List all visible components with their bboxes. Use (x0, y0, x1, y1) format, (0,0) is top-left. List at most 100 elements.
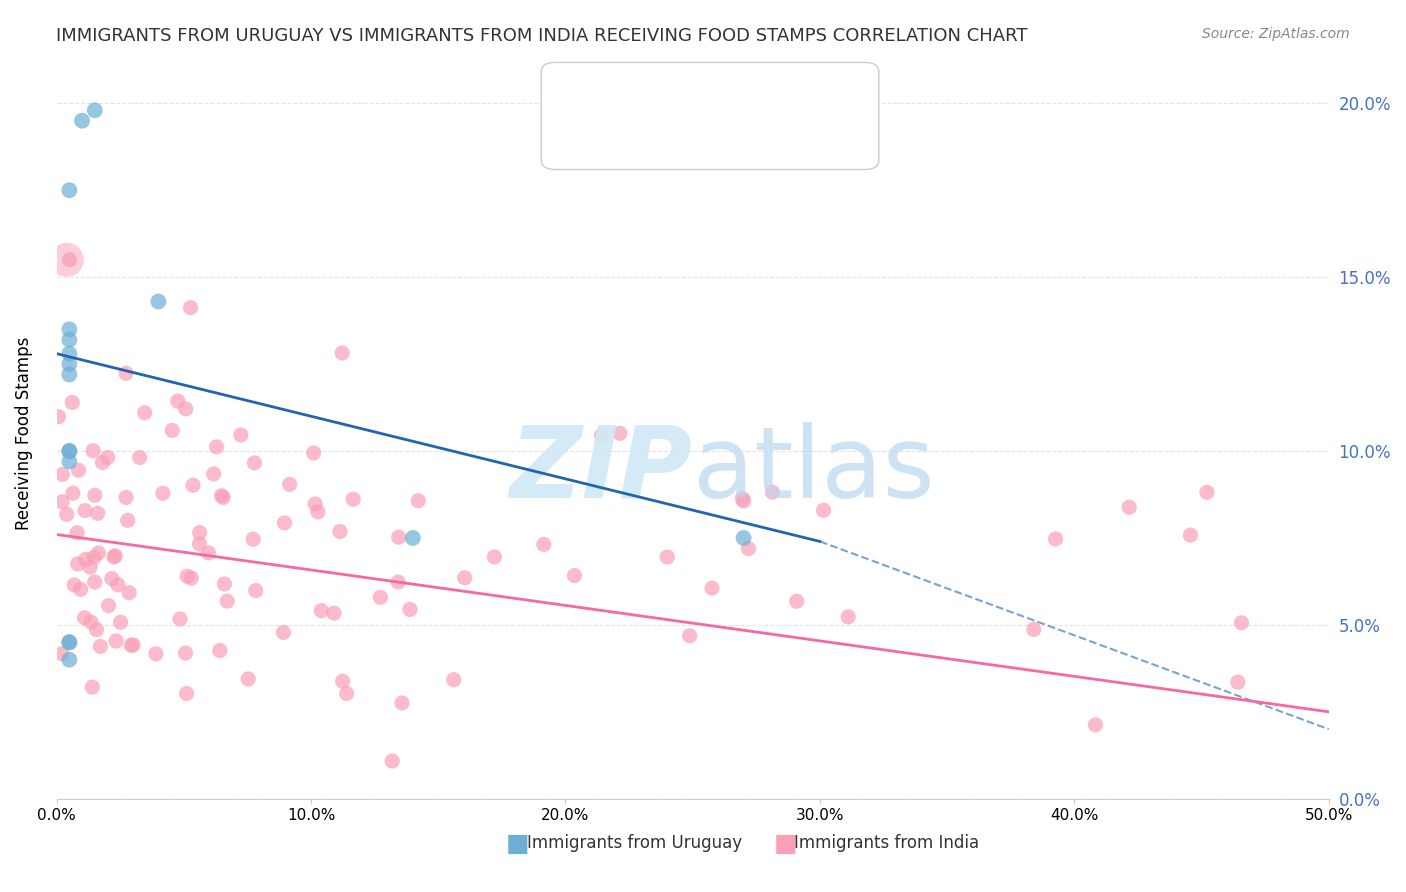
Point (214, 577, 236, 591)
Point (58, 635, 80, 649)
Text: ■: ■ (572, 96, 596, 120)
Text: ■: ■ (773, 832, 797, 856)
Point (181, 478, 204, 492)
Point (80, 615, 103, 629)
Text: R = -0.427    N = 116: R = -0.427 N = 116 (602, 129, 811, 147)
Point (82, 443, 104, 458)
Point (229, 428, 252, 442)
Point (176, 686, 198, 700)
Point (176, 569, 198, 583)
Point (484, 549, 506, 564)
Point (48, 409, 70, 424)
Point (180, 301, 202, 315)
Point (761, 485, 783, 500)
Point (58, 635, 80, 649)
Text: IMMIGRANTS FROM URUGUAY VS IMMIGRANTS FROM INDIA RECEIVING FOOD STAMPS CORRELATI: IMMIGRANTS FROM URUGUAY VS IMMIGRANTS FR… (56, 27, 1028, 45)
Point (56, 252, 79, 267)
Point (58, 368, 80, 382)
Point (202, 467, 225, 481)
Point (55, 508, 77, 522)
Point (117, 513, 139, 527)
Text: Immigrants from Uruguay: Immigrants from Uruguay (527, 834, 742, 852)
Point (197, 546, 219, 560)
Point (1230, 615, 1253, 630)
Point (188, 537, 211, 551)
Point (58, 183, 80, 197)
Point (101, 572, 124, 586)
Point (105, 634, 128, 648)
Point (733, 531, 755, 545)
Point (58, 454, 80, 468)
Point (679, 629, 702, 643)
Point (737, 541, 759, 556)
Point (63, 578, 86, 592)
Point (89, 640, 111, 654)
Point (58, 333, 80, 347)
Point (115, 366, 138, 380)
Point (86, 623, 108, 637)
Point (58, 322, 80, 336)
Point (87, 546, 110, 560)
Point (160, 424, 183, 438)
Point (82, 680, 104, 694)
Point (212, 491, 235, 505)
Text: atlas: atlas (693, 422, 935, 518)
Point (370, 591, 392, 605)
Point (62, 486, 84, 500)
Text: Immigrants from India: Immigrants from India (794, 834, 980, 852)
Text: R = -0.337    N =  17: R = -0.337 N = 17 (602, 94, 811, 112)
Point (837, 610, 859, 624)
Point (731, 491, 754, 506)
Point (311, 604, 333, 618)
Point (406, 493, 429, 508)
Point (205, 440, 228, 454)
Point (454, 571, 477, 585)
Text: Source: ZipAtlas.com: Source: ZipAtlas.com (1202, 27, 1350, 41)
Point (122, 638, 145, 652)
Point (66, 525, 89, 540)
Point (1084, 718, 1107, 732)
Point (148, 294, 170, 309)
Point (302, 446, 325, 460)
Point (128, 450, 150, 465)
Point (329, 524, 352, 539)
Point (75, 552, 97, 566)
Point (120, 638, 142, 652)
Point (304, 497, 326, 511)
Point (332, 674, 354, 689)
Point (609, 426, 631, 441)
Point (211, 489, 233, 503)
Point (66, 557, 89, 571)
Point (402, 531, 425, 545)
Text: ZIP: ZIP (510, 422, 693, 518)
Point (342, 492, 364, 507)
Point (51, 647, 73, 661)
Point (591, 428, 613, 442)
Point (1180, 528, 1202, 542)
Point (243, 456, 266, 470)
Point (86, 506, 108, 520)
Point (208, 643, 231, 657)
Point (118, 586, 141, 600)
Point (813, 503, 835, 517)
Point (58, 346, 80, 360)
Point (443, 673, 465, 687)
Point (391, 696, 413, 710)
Point (245, 583, 267, 598)
Point (115, 491, 138, 505)
Point (174, 646, 197, 660)
Text: ■: ■ (506, 832, 530, 856)
Point (700, 581, 723, 595)
Point (657, 549, 679, 564)
Point (69, 582, 91, 597)
Point (110, 615, 132, 630)
Point (91, 455, 114, 469)
Point (60, 395, 83, 409)
Point (786, 594, 808, 608)
Point (399, 602, 422, 616)
Point (107, 578, 129, 592)
Point (103, 549, 125, 564)
Point (381, 754, 404, 768)
Point (97, 599, 120, 613)
Point (174, 401, 197, 416)
